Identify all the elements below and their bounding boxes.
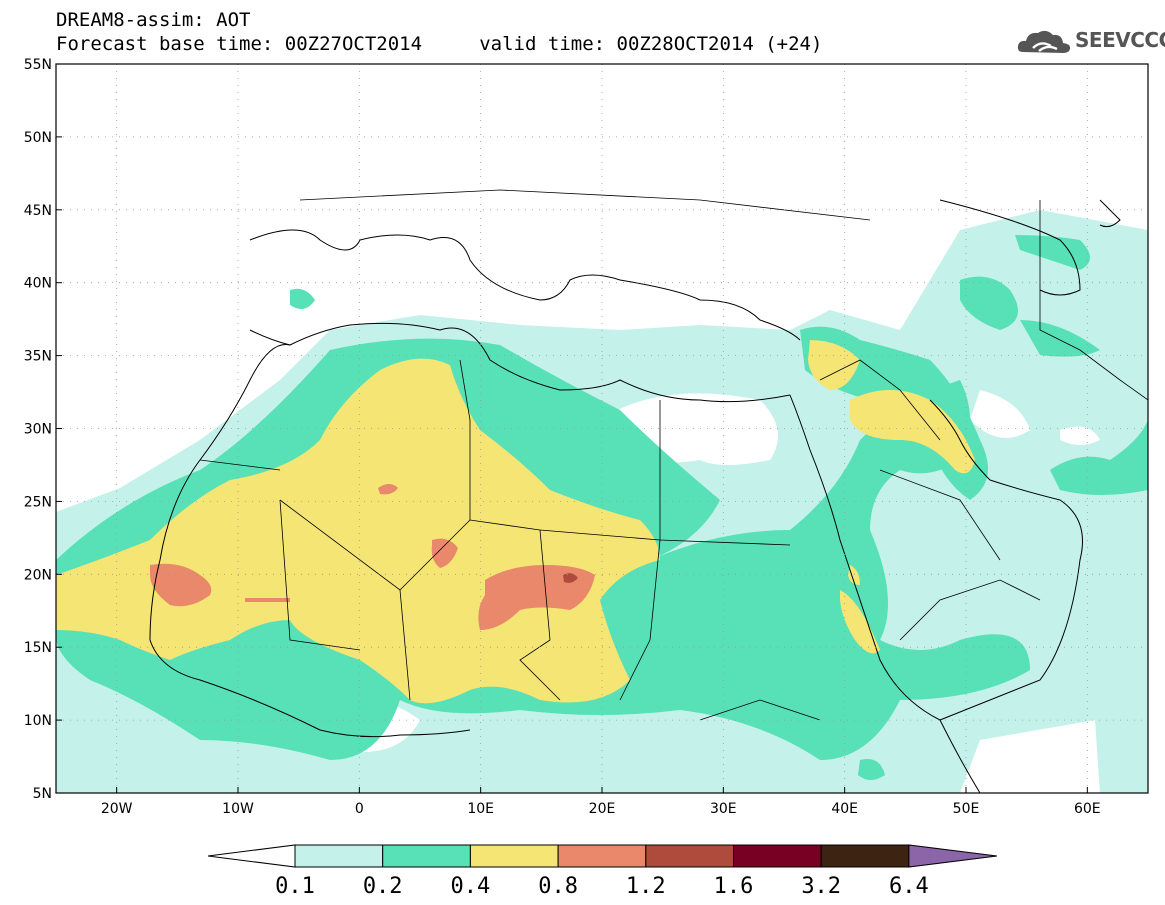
lon-tick-label: 0 <box>355 801 364 817</box>
lat-tick-label: 45N <box>24 203 52 219</box>
logo-text: SEEVCCC <box>1075 28 1165 52</box>
lat-tick-label: 55N <box>24 57 52 73</box>
colorbar-label: 6.4 <box>889 874 929 899</box>
colorbar-label: 1.6 <box>714 874 754 899</box>
coastlines <box>149 199 1121 793</box>
colorbar-label: 0.1 <box>275 874 315 899</box>
lat-tick-label: 35N <box>24 349 52 365</box>
colorbar: 0.1 0.2 0.4 0.8 1.2 1.6 3.2 6.4 <box>207 844 997 899</box>
lat-tick-label: 50N <box>24 130 52 146</box>
lon-tick-label: 10W <box>222 801 254 817</box>
chart-subtitle: Forecast base time: 00Z27OCT2014 valid t… <box>56 33 823 55</box>
colorbar-box <box>645 844 734 868</box>
chart-title: DREAM8-assim: AOT <box>56 9 251 31</box>
lat-tick-label: 30N <box>24 422 52 438</box>
colorbar-label: 0.2 <box>363 874 403 899</box>
colorbar-box <box>294 844 384 868</box>
colorbar-label: 0.8 <box>538 874 578 899</box>
colorbar-label: 1.2 <box>626 874 666 899</box>
colorbar-box <box>469 844 559 868</box>
lat-tick-label: 20N <box>24 567 52 583</box>
aot-map: 20W 10W 0 10E 20E 30E 40E 50E 60E 55N 50N 45N 40N 35… <box>24 57 1149 817</box>
lon-tick-label: 20E <box>589 801 616 817</box>
lat-tick-label: 5N <box>33 786 52 802</box>
lon-ticks: 20W 10W 0 10E 20E 30E 40E 50E 60E <box>101 787 1101 817</box>
colorbar-box <box>382 844 471 868</box>
colorbar-label: 0.4 <box>451 874 491 899</box>
lon-tick-label: 10E <box>467 801 494 817</box>
colorbar-over-arrow <box>908 844 997 868</box>
lat-tick-label: 10N <box>24 713 52 729</box>
lon-tick-label: 40E <box>831 801 858 817</box>
lat-tick-label: 25N <box>24 494 52 510</box>
lat-tick-label: 15N <box>24 640 52 656</box>
lat-ticks: 55N 50N 45N 40N 35N 30N 25N 20N 15N 10N 5N <box>24 57 62 802</box>
map-gridlines <box>56 64 1148 793</box>
cloud-icon <box>1017 30 1071 53</box>
lon-tick-label: 30E <box>710 801 737 817</box>
colorbar-box <box>557 844 647 868</box>
lat-tick-label: 40N <box>24 276 52 292</box>
colorbar-box <box>820 844 910 868</box>
aot-field-1.2 <box>563 573 578 583</box>
colorbar-label: 3.2 <box>801 874 841 899</box>
colorbar-box <box>733 844 822 868</box>
lon-tick-label: 20W <box>101 801 133 817</box>
lon-tick-label: 60E <box>1074 801 1101 817</box>
lon-tick-label: 50E <box>953 801 980 817</box>
colorbar-under-arrow <box>207 844 296 868</box>
